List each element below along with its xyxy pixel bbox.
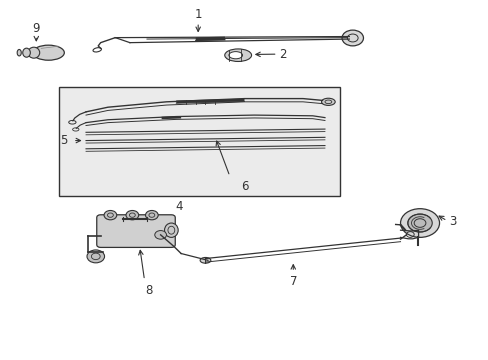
Text: 4: 4 [175,201,182,213]
Text: 9: 9 [33,22,40,35]
Ellipse shape [228,51,242,59]
FancyBboxPatch shape [97,215,175,247]
Ellipse shape [224,49,251,62]
Text: 5: 5 [61,134,68,147]
Circle shape [407,214,431,232]
Circle shape [104,211,117,220]
Ellipse shape [321,98,334,105]
Circle shape [341,30,363,46]
Ellipse shape [200,257,210,263]
Ellipse shape [17,49,21,56]
Text: 2: 2 [279,48,286,61]
Circle shape [155,230,166,239]
FancyBboxPatch shape [59,87,339,196]
Text: 6: 6 [240,180,248,193]
Circle shape [145,211,158,220]
Text: 1: 1 [194,8,202,21]
Text: 8: 8 [145,284,153,297]
Circle shape [87,250,104,263]
Ellipse shape [22,48,30,57]
Ellipse shape [28,47,40,58]
Text: 7: 7 [289,275,296,288]
Circle shape [400,209,439,237]
Ellipse shape [33,45,64,60]
Circle shape [126,211,139,220]
Text: 3: 3 [448,215,456,228]
Ellipse shape [164,223,178,237]
